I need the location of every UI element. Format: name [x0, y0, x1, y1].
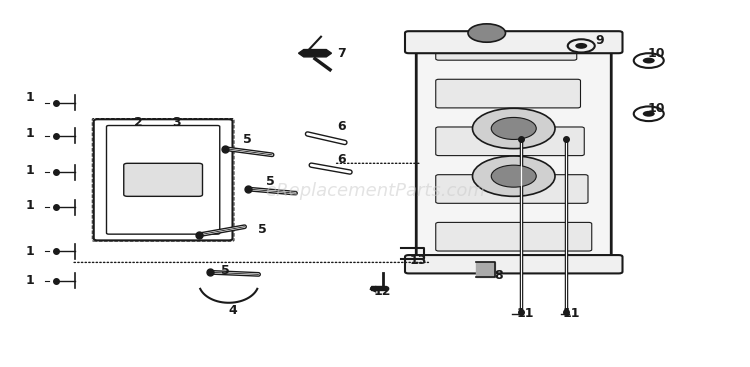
Text: 12: 12 [374, 285, 392, 298]
Text: 7: 7 [337, 47, 346, 60]
Text: 13: 13 [409, 254, 427, 267]
Circle shape [472, 108, 555, 149]
Text: 9: 9 [596, 34, 604, 47]
Circle shape [491, 165, 536, 187]
Text: 3: 3 [172, 116, 181, 130]
FancyBboxPatch shape [436, 127, 584, 156]
FancyBboxPatch shape [124, 163, 202, 196]
Circle shape [643, 111, 655, 117]
Text: 1: 1 [26, 164, 34, 177]
Polygon shape [298, 50, 332, 57]
FancyBboxPatch shape [436, 175, 588, 203]
FancyBboxPatch shape [106, 126, 220, 234]
Text: 11: 11 [562, 307, 580, 320]
FancyBboxPatch shape [436, 79, 580, 108]
Text: 4: 4 [228, 304, 237, 317]
Text: 10: 10 [647, 102, 665, 115]
FancyBboxPatch shape [436, 222, 592, 251]
Text: 10: 10 [647, 47, 665, 60]
FancyBboxPatch shape [416, 33, 611, 268]
FancyBboxPatch shape [436, 32, 577, 60]
FancyBboxPatch shape [405, 255, 622, 273]
Polygon shape [371, 286, 386, 290]
Text: 1: 1 [26, 199, 34, 212]
Circle shape [472, 156, 555, 196]
Text: 6: 6 [337, 153, 346, 166]
Text: 1: 1 [26, 245, 34, 258]
Text: 5: 5 [220, 264, 230, 277]
Text: 11: 11 [516, 307, 534, 320]
Text: 1: 1 [26, 91, 34, 104]
Text: 5: 5 [243, 133, 252, 146]
Text: 5: 5 [258, 223, 267, 236]
Text: 2: 2 [134, 116, 143, 130]
Circle shape [575, 43, 587, 49]
FancyBboxPatch shape [405, 31, 622, 53]
FancyBboxPatch shape [94, 119, 232, 240]
Circle shape [491, 117, 536, 139]
Polygon shape [476, 262, 495, 277]
Text: eReplacementParts.com: eReplacementParts.com [265, 182, 485, 200]
Text: 1: 1 [26, 274, 34, 287]
Text: 6: 6 [337, 120, 346, 133]
Text: 8: 8 [494, 269, 503, 282]
Circle shape [643, 58, 655, 63]
Circle shape [468, 24, 506, 42]
Text: 5: 5 [266, 175, 274, 188]
Text: 1: 1 [26, 127, 34, 141]
